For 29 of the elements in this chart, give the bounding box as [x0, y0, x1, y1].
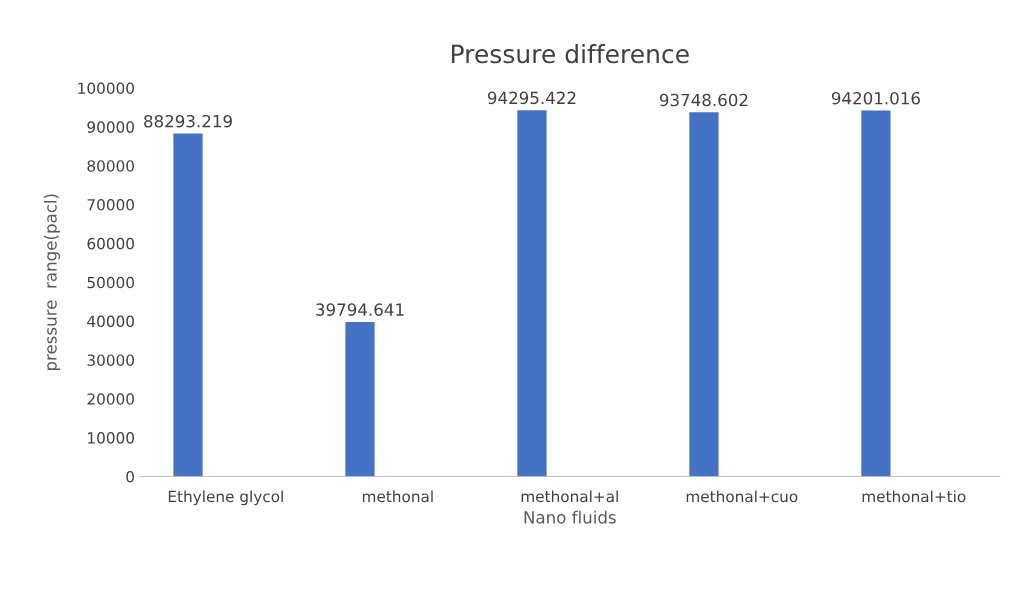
x-tick-label: methonal+cuo — [686, 490, 798, 503]
y-tick-label: 30000 — [87, 354, 134, 366]
data-label: 94201.016 — [831, 91, 920, 105]
x-tick-label: methonal+al — [521, 490, 618, 503]
data-label: 39794.641 — [316, 303, 404, 316]
y-tick-label: 40000 — [87, 315, 134, 328]
y-tick-label: 70000 — [87, 199, 134, 211]
y-tick-label: 10000 — [88, 432, 134, 444]
x-tick-label: methonal+tio — [862, 490, 966, 503]
y-tick-label: 80000 — [87, 160, 134, 172]
data-label: 93748.602 — [659, 93, 748, 107]
bar — [517, 110, 547, 477]
data-label: 94295.422 — [487, 91, 576, 105]
y-tick-label: 100000 — [78, 82, 134, 95]
y-axis-title: pressure range(pacl) — [43, 194, 61, 371]
y-tick-label: 20000 — [87, 393, 134, 405]
y-tick-label: 60000 — [87, 237, 134, 250]
data-label: 88293.219 — [144, 114, 232, 128]
bar — [173, 133, 203, 477]
chart-title: Pressure difference — [451, 44, 689, 64]
bar — [861, 110, 891, 477]
x-axis-title: Nano fluids — [524, 510, 616, 524]
bar — [345, 321, 375, 477]
bar — [689, 112, 719, 477]
y-tick-label: 0 — [126, 470, 134, 483]
y-tick-label: 50000 — [87, 276, 134, 289]
x-tick-label: Ethylene glycol — [168, 490, 283, 506]
x-tick-label: methonal — [362, 490, 433, 503]
y-tick-label: 90000 — [87, 121, 134, 133]
